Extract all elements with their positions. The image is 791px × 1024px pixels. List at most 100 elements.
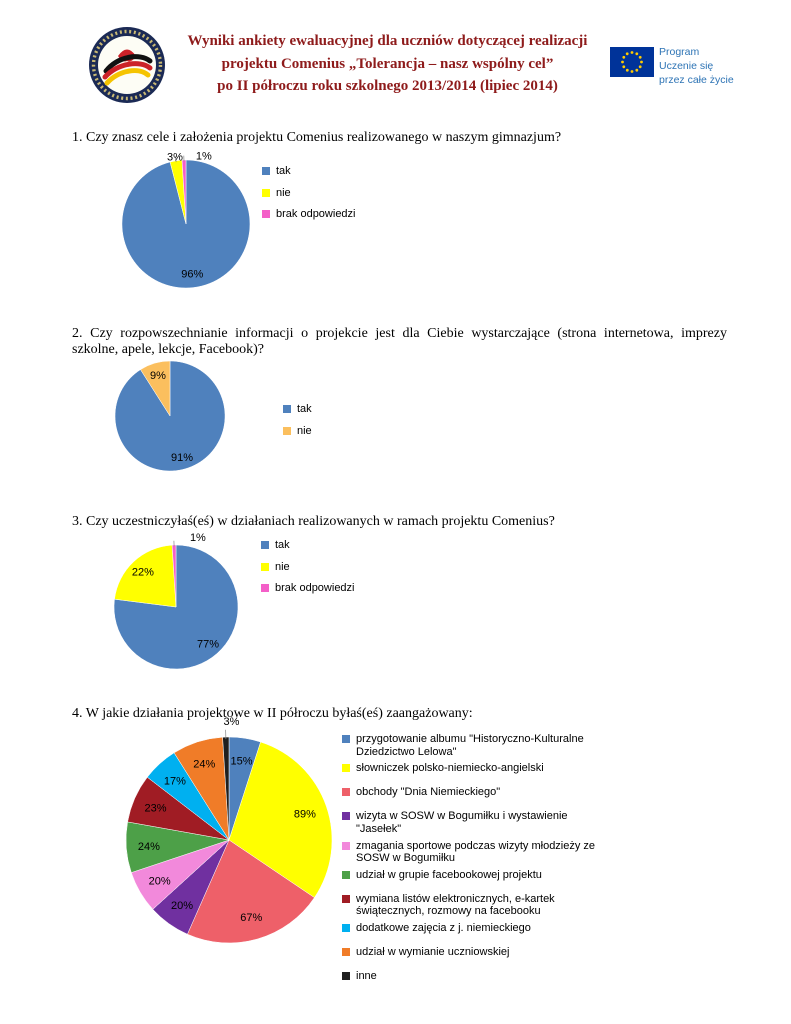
eu-star-icon — [630, 70, 634, 73]
eu-star-icon — [625, 68, 629, 72]
legend-item: nie — [283, 425, 403, 438]
legend-label: inne — [356, 970, 377, 983]
comenius-logo-icon — [89, 27, 165, 103]
legend-label: wymiana listów elektronicznych, e-kartek… — [356, 892, 555, 918]
legend-label: tak — [275, 539, 290, 551]
logo-band-gold — [104, 68, 151, 86]
logo-band-black — [103, 54, 153, 74]
eu-flag-icon — [610, 47, 654, 77]
question-4: 4. W jakie działania projektowe w II pół… — [72, 706, 473, 721]
legend-item: dodatkowe zajęcia z j. niemieckiego — [342, 922, 604, 942]
legend-item: przygotowanie albumu "Historyczno-Kultur… — [342, 733, 604, 758]
pie-chart-4: 15% 89% 67% 20%20% 24% 23% 17% 24% 3% — [125, 716, 333, 944]
legend-label: tak — [297, 403, 312, 415]
legend-item: tak — [283, 403, 403, 416]
legend-label: tak — [276, 165, 291, 177]
legend-item: wymiana listów elektronicznych, e-kartek… — [342, 893, 604, 918]
legend-item: inne — [342, 970, 604, 990]
pie-slice — [228, 741, 333, 898]
legend-item: nie — [262, 187, 412, 200]
pie-slice — [140, 360, 171, 417]
pie-percent-label: 23% — [144, 803, 166, 815]
legend-label: brak odpowiedzi — [276, 208, 356, 221]
legend-label: nie — [275, 560, 290, 573]
llp-text-line-3: przez całe życie — [659, 74, 734, 87]
pie-chart-3: 77% 22% 1% — [113, 532, 239, 670]
legend-swatch — [261, 541, 269, 549]
legend-item: udział w grupie facebookowej projektu — [342, 869, 604, 889]
eu-stars — [621, 51, 643, 73]
eu-star-icon — [638, 65, 642, 69]
pie-percent-label: 3% — [167, 152, 183, 164]
legend-swatch — [283, 405, 291, 413]
legend-item: brak odpowiedzi — [262, 208, 412, 221]
eu-star-icon — [635, 68, 639, 72]
pie-percent-label: 20% — [171, 900, 193, 912]
legend-swatch — [342, 924, 350, 933]
llp-text-line-2: Uczenie się — [659, 60, 714, 73]
pie-percent-label: 24% — [138, 841, 160, 853]
pie-percent-label: 17% — [164, 776, 186, 788]
legend-item: nie — [261, 561, 411, 574]
pie-percent-label: 3% — [224, 716, 240, 728]
llp-text-line-1: Program — [659, 46, 700, 58]
legend-item: tak — [261, 539, 411, 552]
legend-label: zmagania sportowe podczas wizyty młodzie… — [356, 839, 596, 865]
pie-percent-label: 22% — [132, 567, 154, 579]
legend-swatch — [262, 210, 270, 219]
logo-ring-text — [91, 29, 163, 101]
pie-slice — [114, 544, 177, 608]
legend-swatch — [342, 735, 350, 743]
pie-percent-label: 89% — [294, 809, 316, 821]
logo-band-red — [102, 61, 153, 80]
legend-item: tak — [262, 165, 412, 178]
legend-item: zmagania sportowe podczas wizyty młodzie… — [342, 840, 604, 865]
pie-percent-label: 96% — [181, 269, 203, 281]
legend-swatch — [342, 972, 350, 981]
legend-2: tak nie — [283, 403, 403, 446]
legend-label: nie — [297, 424, 312, 437]
legend-swatch — [261, 584, 269, 593]
legend-swatch — [261, 562, 269, 571]
legend-swatch — [262, 188, 270, 197]
pie-percent-label: 9% — [150, 370, 166, 382]
legend-item: obchody "Dnia Niemieckiego" — [342, 786, 604, 806]
pie-chart-1: 96% 3% 1% — [121, 151, 251, 289]
legend-label: udział w grupie facebookowej projektu — [356, 868, 542, 881]
legend-label: dodatkowe zajęcia z j. niemieckiego — [356, 922, 531, 935]
legend-swatch — [262, 167, 270, 175]
legend-swatch — [342, 812, 350, 821]
question-2: 2. Czy rozpowszechnianie informacji o pr… — [72, 326, 727, 357]
legend-label: wizyta w SOSW w Bogumiłku i wystawienie … — [356, 810, 568, 835]
title-line-1: Wyniki ankiety ewaluacyjnej dla uczniów … — [187, 33, 588, 49]
question-3: 3. Czy uczestniczyłaś(eś) w działaniach … — [72, 514, 555, 529]
legend-label: obchody "Dnia Niemieckiego" — [356, 786, 501, 799]
title-line-2: projektu Comenius „Tolerancja – nasz wsp… — [221, 55, 554, 72]
pie-slice — [187, 839, 315, 944]
title-line-3: po II półroczu roku szkolnego 2013/2014 … — [217, 78, 558, 94]
pie-percent-label: 1% — [190, 532, 206, 544]
pie-percent-label: 91% — [171, 452, 193, 464]
legend-swatch — [342, 764, 350, 773]
document-title: Wyniki ankiety ewaluacyjnej dla uczniów … — [165, 30, 610, 98]
eu-star-icon — [622, 65, 626, 69]
legend-swatch — [342, 948, 350, 957]
legend-1: tak nie brak odpowiedzi — [262, 165, 412, 230]
eu-star-icon — [638, 55, 642, 59]
pie-percent-label: 77% — [197, 638, 219, 650]
pie-chart-2: 91% 9% — [114, 360, 226, 472]
legend-swatch — [342, 870, 350, 879]
legend-item: wizyta w SOSW w Bogumiłku i wystawienie … — [342, 810, 604, 835]
legend-swatch — [342, 788, 350, 797]
legend-4: przygotowanie albumu "Historyczno-Kultur… — [342, 733, 604, 994]
llp-logo-text: Program Uczenie się przez całe życie — [659, 45, 734, 88]
eu-star-icon — [621, 60, 624, 64]
legend-swatch — [342, 894, 350, 903]
eu-star-icon — [630, 51, 634, 54]
legend-label: słowniczek polsko-niemiecko-angielski — [356, 762, 544, 775]
question-1: 1. Czy znasz cele i założenia projektu C… — [72, 130, 562, 145]
legend-item: słowniczek polsko-niemiecko-angielski — [342, 762, 604, 782]
legend-item: udział w wymianie uczniowskiej — [342, 946, 604, 966]
legend-label: nie — [276, 186, 291, 199]
